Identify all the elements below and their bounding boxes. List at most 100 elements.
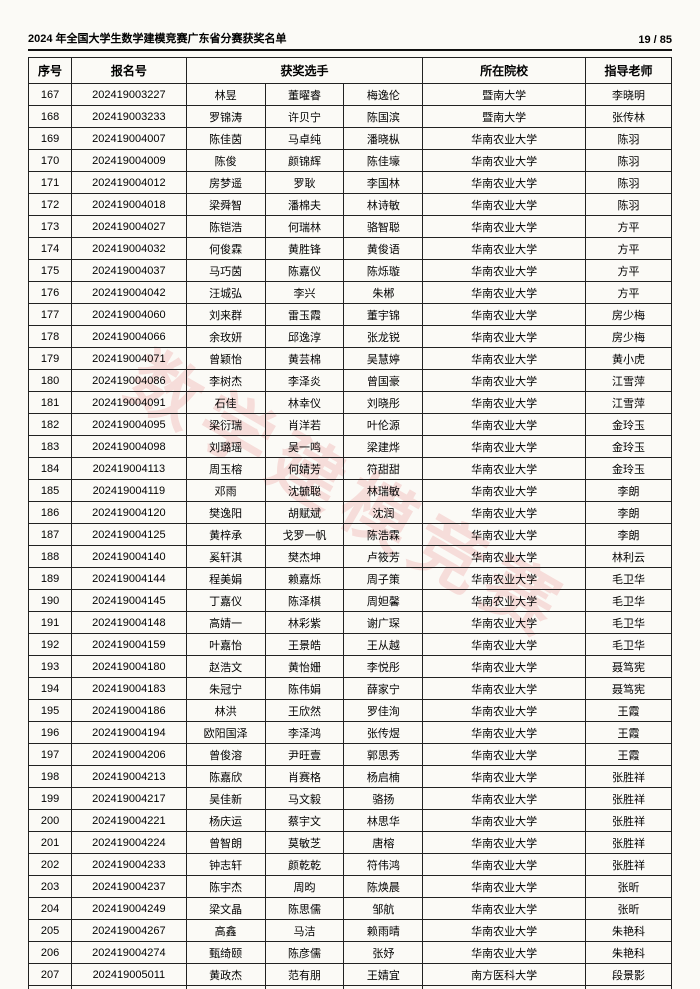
- cell-reg: 202419004224: [72, 832, 187, 854]
- cell-adv: 毛卫华: [585, 612, 671, 634]
- table-row: 191202419004148高婧一林彩紫谢广琛华南农业大学毛卫华: [29, 612, 672, 634]
- cell-adv: 朱艳科: [585, 920, 671, 942]
- cell-p2: 马文毅: [265, 788, 344, 810]
- cell-adv: 毛卫华: [585, 634, 671, 656]
- cell-p2: 尹旺壹: [265, 744, 344, 766]
- cell-school: 华南农业大学: [423, 634, 586, 656]
- cell-adv: 段景影: [585, 964, 671, 986]
- cell-p1: 陈铠浩: [186, 216, 265, 238]
- cell-reg: 202419004233: [72, 854, 187, 876]
- cell-p3: 叶伦源: [344, 414, 423, 436]
- cell-p3: 邹航: [344, 898, 423, 920]
- cell-school: 华南农业大学: [423, 238, 586, 260]
- table-row: 184202419004113周玉榕何婧芳符甜甜华南农业大学金玲玉: [29, 458, 672, 480]
- cell-p2: 陈嘉仪: [265, 260, 344, 282]
- cell-p2: 胡津浩: [265, 986, 344, 989]
- col-header-advisor: 指导老师: [585, 58, 671, 84]
- cell-p1: 邓雨: [186, 480, 265, 502]
- cell-reg: 202419005012: [72, 986, 187, 989]
- cell-p3: 周子策: [344, 568, 423, 590]
- cell-p1: 钟志轩: [186, 854, 265, 876]
- cell-school: 华南农业大学: [423, 546, 586, 568]
- cell-p3: 赖雨晴: [344, 920, 423, 942]
- cell-p1: 刘璐瑶: [186, 436, 265, 458]
- cell-school: 华南农业大学: [423, 832, 586, 854]
- table-row: 204202419004249梁文晶陈思儒邹航华南农业大学张昕: [29, 898, 672, 920]
- col-header-players: 获奖选手: [186, 58, 423, 84]
- table-row: 194202419004183朱冠宁陈伟娟薛家宁华南农业大学聂笃宪: [29, 678, 672, 700]
- cell-p1: 梁舜智: [186, 194, 265, 216]
- cell-school: 华南农业大学: [423, 854, 586, 876]
- table-row: 207202419005011黄政杰范有朋王婧宜南方医科大学段景影: [29, 964, 672, 986]
- cell-p2: 潘棉夫: [265, 194, 344, 216]
- cell-idx: 194: [29, 678, 72, 700]
- cell-school: 华南农业大学: [423, 568, 586, 590]
- cell-p1: 刘来群: [186, 304, 265, 326]
- cell-p3: 沈润: [344, 502, 423, 524]
- cell-adv: 聂笃宪: [585, 678, 671, 700]
- cell-p3: 张传煜: [344, 722, 423, 744]
- cell-school: 华南农业大学: [423, 722, 586, 744]
- cell-adv: 毛卫华: [585, 590, 671, 612]
- cell-p3: 曾国豪: [344, 370, 423, 392]
- cell-idx: 182: [29, 414, 72, 436]
- table-row: 181202419004091石佳林幸仪刘晓彤华南农业大学江雪萍: [29, 392, 672, 414]
- table-row: 196202419004194欧阳国泽李泽鸿张传煜华南农业大学王霞: [29, 722, 672, 744]
- cell-p1: 黄梓承: [186, 524, 265, 546]
- table-row: 167202419003227林昱董曜睿梅逸伦暨南大学李晓明: [29, 84, 672, 106]
- cell-reg: 202419004012: [72, 172, 187, 194]
- cell-idx: 175: [29, 260, 72, 282]
- cell-idx: 202: [29, 854, 72, 876]
- cell-adv: 金玲玉: [585, 436, 671, 458]
- cell-adv: 张胜祥: [585, 766, 671, 788]
- cell-school: 华南农业大学: [423, 678, 586, 700]
- cell-school: 华南农业大学: [423, 810, 586, 832]
- cell-reg: 202419004119: [72, 480, 187, 502]
- cell-reg: 202419004267: [72, 920, 187, 942]
- cell-reg: 202419003227: [72, 84, 187, 106]
- cell-p2: 李泽炎: [265, 370, 344, 392]
- cell-school: 华南农业大学: [423, 524, 586, 546]
- col-header-reg: 报名号: [72, 58, 187, 84]
- cell-p2: 戈罗一帆: [265, 524, 344, 546]
- table-row: 173202419004027陈铠浩何瑞林骆智聪华南农业大学方平: [29, 216, 672, 238]
- cell-p1: 黄政杰: [186, 964, 265, 986]
- table-body: 167202419003227林昱董曜睿梅逸伦暨南大学李晓明1682024190…: [29, 84, 672, 989]
- cell-p3: 梅逸伦: [344, 84, 423, 106]
- cell-adv: 方平: [585, 260, 671, 282]
- table-row: 179202419004071曾颖怡黄芸棉吴慧婷华南农业大学黄小虎: [29, 348, 672, 370]
- cell-p2: 范有朋: [265, 964, 344, 986]
- cell-adv: 方平: [585, 216, 671, 238]
- cell-p1: 杨庆运: [186, 810, 265, 832]
- cell-reg: 202419004221: [72, 810, 187, 832]
- cell-p3: 林诗敏: [344, 194, 423, 216]
- cell-reg: 202419004071: [72, 348, 187, 370]
- table-row: 185202419004119邓雨沈毓聪林瑞敏华南农业大学李朗: [29, 480, 672, 502]
- cell-p2: 沈毓聪: [265, 480, 344, 502]
- cell-idx: 173: [29, 216, 72, 238]
- cell-reg: 202419004091: [72, 392, 187, 414]
- cell-p2: 王景皓: [265, 634, 344, 656]
- cell-p3: 李国林: [344, 172, 423, 194]
- cell-p1: 马巧茵: [186, 260, 265, 282]
- header-page-number: 19 / 85: [638, 34, 672, 46]
- cell-p3: 吴慧婷: [344, 348, 423, 370]
- cell-p3: 卢筱芳: [344, 546, 423, 568]
- cell-p1: 曾颖怡: [186, 348, 265, 370]
- cell-p2: 马卓纯: [265, 128, 344, 150]
- cell-school: 华南农业大学: [423, 656, 586, 678]
- cell-p2: 董曜睿: [265, 84, 344, 106]
- header-title: 2024 年全国大学生数学建模竞赛广东省分赛获奖名单: [28, 30, 287, 46]
- cell-idx: 207: [29, 964, 72, 986]
- cell-p2: 黄怡姗: [265, 656, 344, 678]
- cell-school: 华南农业大学: [423, 216, 586, 238]
- table-row: 188202419004140奚轩淇樊杰坤卢筱芳华南农业大学林利云: [29, 546, 672, 568]
- cell-p1: 程美娟: [186, 568, 265, 590]
- cell-p1: 赵浩文: [186, 656, 265, 678]
- cell-school: 华南农业大学: [423, 370, 586, 392]
- cell-school: 华南农业大学: [423, 766, 586, 788]
- cell-idx: 206: [29, 942, 72, 964]
- cell-adv: 毛卫华: [585, 568, 671, 590]
- cell-p1: 罗锦涛: [186, 106, 265, 128]
- cell-school: 华南农业大学: [423, 304, 586, 326]
